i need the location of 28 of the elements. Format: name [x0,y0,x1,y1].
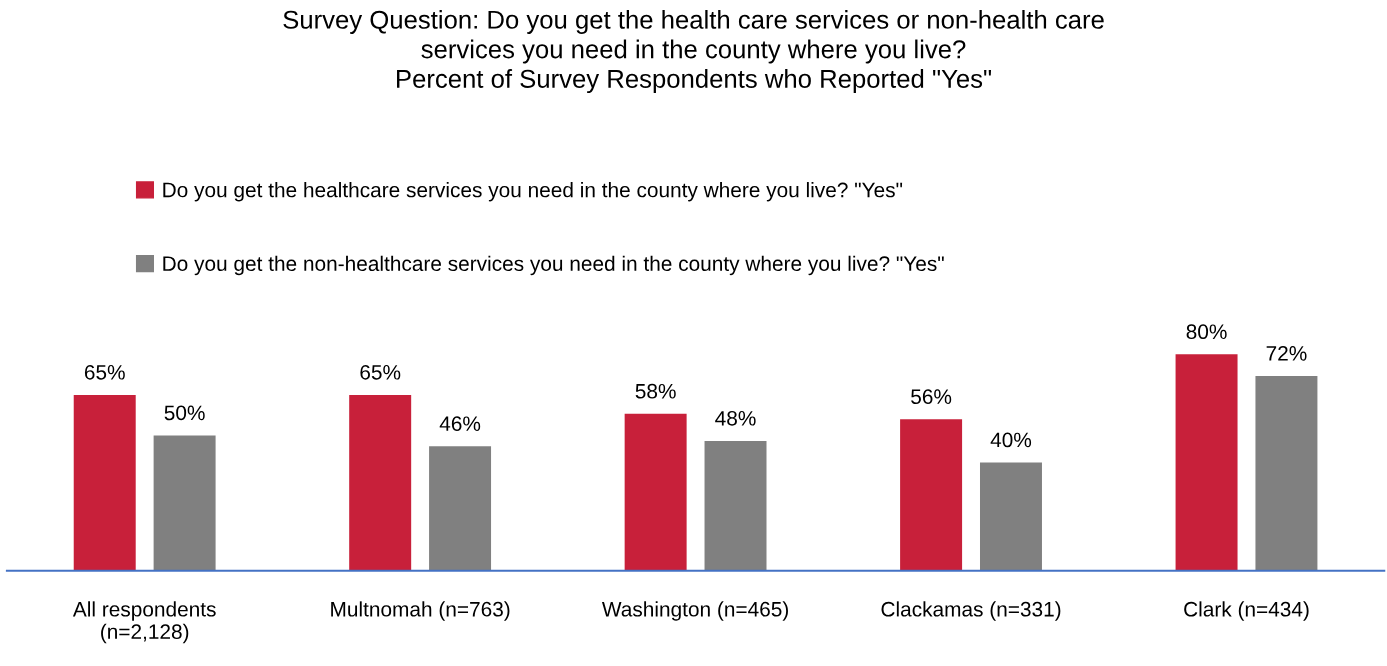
bar [73,394,136,571]
legend-label: Do you get the healthcare services you need in the county where you live? "Yes" [163,182,903,202]
data-label: 58% [635,383,676,399]
data-label: 46% [439,416,481,432]
data-label: 56% [911,389,952,405]
data-label: 80% [1186,324,1227,340]
data-label: 48% [715,410,756,426]
bar [429,446,492,571]
bar [704,440,767,571]
x-tick-label: Multnomah (n=763) [331,601,510,621]
chart-title: Survey Question: Do you get the health care services or non-health care services you need in the county where you live? Percent of Survey Respondents who Reported "Yes" [283,9,1104,94]
bar [153,435,216,571]
data-label: 65% [84,364,125,380]
bar [979,462,1042,571]
legend-label: Do you get the non-healthcare services you need in the county where you live? "Yes" [163,255,944,276]
x-tick-label: Washington (n=465) [601,601,788,621]
data-label: 40% [990,432,1032,448]
bar [624,413,687,571]
bar [1255,375,1318,571]
x-tick-label: Clackamas (n=331) [881,601,1061,621]
data-label: 50% [164,405,205,421]
data-label: 65% [360,364,401,380]
x-tick-label: Clark (n=434) [1184,601,1309,621]
bar [1175,354,1238,571]
bar [349,394,412,571]
x-tick-label: All respondents (n=2,128) [72,601,216,644]
bar [900,419,963,571]
data-label: 72% [1266,345,1307,361]
